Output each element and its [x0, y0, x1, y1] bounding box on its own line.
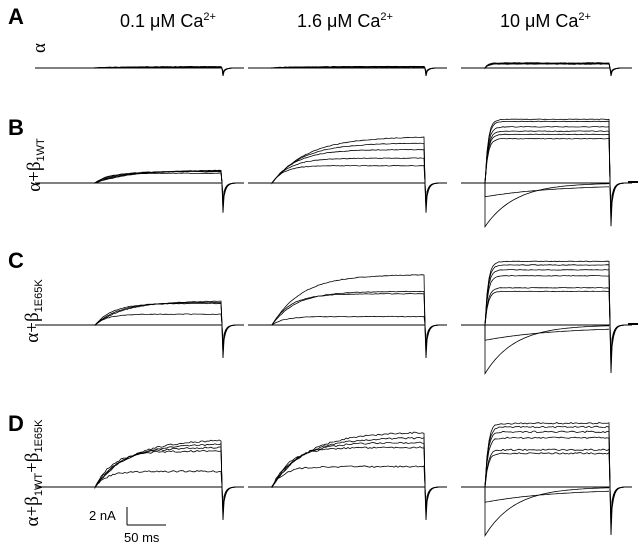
current-trace-D-2-0 — [484, 451, 611, 488]
tail-current-B-0-2 — [221, 182, 236, 203]
row-label-alpha-beta-e65k-sub: 1E65K — [33, 279, 45, 313]
column-header-high-calcium-text: 10 μM Ca — [500, 11, 579, 31]
tail-current-C-0-2 — [221, 324, 236, 347]
column-header-high-calcium-charge: 2+ — [578, 11, 591, 23]
current-trace-B-2-1 — [484, 133, 611, 184]
current-trace-C-0-0 — [94, 313, 223, 326]
current-trace-A-1-4 — [271, 65, 426, 69]
row-label-alpha-beta-wt-e65k: α+β1WT+β1E65K — [22, 387, 49, 559]
row-label-alpha-beta-e65k-text: α+β — [22, 312, 43, 343]
current-trace-C-2-4 — [484, 264, 611, 326]
tail-current-C-2-2 — [609, 324, 625, 356]
column-header-low-calcium-charge: 2+ — [203, 11, 216, 23]
current-trace-D-1-4 — [271, 431, 426, 488]
current-trace-C-2-1 — [484, 287, 611, 326]
current-trace-C-2-3 — [484, 269, 611, 326]
current-trace-B-1-2 — [271, 148, 426, 185]
scale-bar-current-label: 2 nA — [89, 508, 116, 523]
current-trace-D-2-3 — [484, 430, 611, 488]
tail-current-D-0-2 — [221, 486, 236, 509]
row-label-alpha-beta-wt-sub: 1WT — [35, 138, 47, 162]
current-trace-B-2-5 — [484, 118, 611, 184]
current-trace-A-2-1 — [484, 63, 611, 69]
inward-trace-D-1 — [484, 487, 610, 503]
inward-trace-C-1 — [484, 325, 610, 341]
row-label-combined-sub-e65k: 1E65K — [33, 419, 45, 453]
row-label-alpha: α — [29, 28, 50, 68]
tail-current-A-1-2 — [424, 67, 439, 75]
current-trace-A-0-4 — [94, 65, 223, 69]
row-label-alpha-beta-wt: α+β1WT — [24, 115, 51, 215]
tail-current-B-1-1 — [424, 182, 440, 208]
current-trace-D-1-2 — [271, 441, 426, 488]
current-trace-D-0-4 — [94, 439, 223, 489]
current-trace-B-2-2 — [484, 130, 611, 184]
column-header-low-calcium: 0.1 μM Ca2+ — [120, 6, 216, 32]
current-trace-C-0-3 — [94, 300, 223, 326]
tail-current-A-2-2 — [609, 67, 624, 75]
row-label-alpha-text: α — [29, 43, 50, 53]
tail-current-B-0-1 — [221, 182, 237, 208]
row-label-alpha-beta-e65k: α+β1E65K — [22, 255, 49, 367]
current-trace-B-1-4 — [271, 136, 426, 184]
current-trace-D-1-1 — [271, 446, 426, 488]
row-label-alpha-beta-wt-text: α+β — [24, 161, 45, 192]
tail-current-C-1-2 — [424, 324, 439, 347]
column-header-mid-calcium: 1.6 μM Ca2+ — [297, 6, 393, 32]
current-trace-C-2-0 — [484, 290, 611, 326]
current-trace-D-0-1 — [94, 449, 223, 488]
current-trace-B-0-4 — [94, 169, 223, 184]
column-header-low-calcium-text: 0.1 μM Ca — [120, 11, 204, 31]
panel-letter-a: A — [8, 4, 24, 29]
current-trace-D-0-0 — [94, 470, 223, 488]
panel-letter-c: C — [8, 248, 24, 273]
row-label-combined-sub-wt: 1WT — [33, 472, 45, 497]
current-trace-D-2-4 — [484, 425, 611, 488]
scale-bar-time-label: 50 ms — [124, 530, 160, 545]
current-trace-B-2-4 — [484, 120, 611, 184]
current-trace-B-1-1 — [271, 157, 426, 185]
inward-trace-B-0 — [484, 183, 609, 228]
inward-trace-D-0 — [484, 487, 609, 537]
current-trace-C-2-5 — [484, 260, 611, 326]
panel-letter-b: B — [8, 115, 24, 140]
inward-trace-B-1 — [484, 183, 610, 198]
tail-current-B-1-2 — [424, 182, 439, 203]
inward-trace-C-0 — [484, 325, 609, 375]
current-trace-B-1-3 — [271, 142, 426, 184]
current-trace-C-1-2 — [271, 290, 426, 326]
column-header-high-calcium: 10 μM Ca2+ — [500, 6, 591, 32]
current-trace-D-1-0 — [271, 465, 426, 488]
tail-current-A-0-2 — [221, 67, 236, 75]
current-trace-C-1-3 — [271, 274, 426, 326]
row-label-combined-text: α+β — [22, 496, 43, 527]
tail-current-B-2-2 — [609, 182, 625, 211]
column-header-mid-calcium-text: 1.6 μM Ca — [297, 11, 381, 31]
current-trace-D-2-2 — [484, 436, 611, 488]
current-trace-A-2-4 — [484, 62, 611, 69]
row-label-combined-plus-beta: +β — [22, 452, 43, 473]
column-header-mid-calcium-charge: 2+ — [380, 11, 393, 23]
tail-current-D-1-2 — [424, 486, 439, 509]
current-trace-B-1-0 — [271, 165, 426, 185]
current-trace-C-1-0 — [271, 315, 426, 326]
current-trace-B-2-3 — [484, 126, 611, 184]
current-trace-C-2-2 — [484, 275, 611, 326]
current-trace-D-2-1 — [484, 448, 611, 488]
current-trace-D-2-5 — [484, 422, 611, 488]
tail-current-D-2-2 — [609, 486, 625, 518]
panel-letter-d: D — [8, 411, 24, 436]
current-trace-B-2-0 — [484, 137, 611, 184]
current-trace-C-1-1 — [271, 293, 426, 326]
